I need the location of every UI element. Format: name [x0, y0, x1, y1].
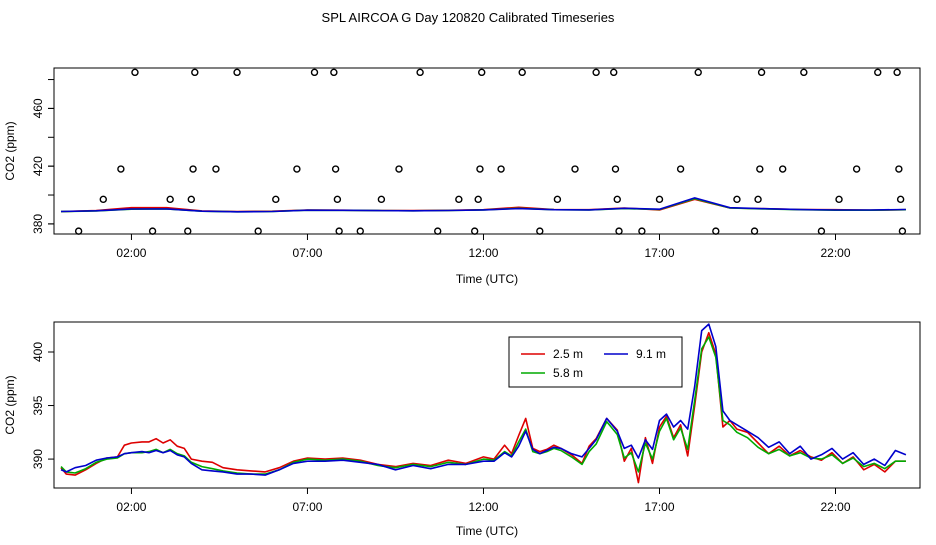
calibration-point: [356, 227, 364, 235]
calibration-point: [254, 227, 262, 235]
x-tick-label: 12:00: [468, 500, 498, 514]
calibration-point: [476, 165, 484, 173]
calibration-point: [187, 195, 195, 204]
calibration-point: [800, 68, 808, 77]
x-axis-label: Time (UTC): [456, 524, 518, 538]
series-line-25m: [60, 331, 906, 484]
legend-label: 9.1 m: [636, 347, 666, 361]
calibration-point: [611, 165, 620, 173]
y-tick-label: 420: [31, 156, 45, 176]
y-axis-label: CO2 (ppm): [3, 121, 17, 180]
calibration-point: [592, 68, 600, 77]
calibration-point: [779, 165, 787, 173]
calibration-point: [536, 227, 544, 235]
top-panel: 02:00 07:00 12:00 17:00 22:00 380 420 460 Time (…: [3, 67, 921, 286]
calibration-point: [416, 68, 424, 77]
calibration-point: [395, 165, 403, 173]
calibration-point: [898, 227, 907, 235]
calibration-point: [518, 68, 526, 77]
y-tick-label: 460: [31, 98, 45, 118]
legend: 2.5 m 5.8 m 9.1 m: [508, 336, 683, 388]
calibration-point: [655, 195, 664, 204]
plot-frame: [53, 67, 921, 235]
calibration-point: [335, 227, 343, 235]
calibration-point: [184, 227, 192, 235]
calibration-point: [330, 68, 338, 77]
calibration-point: [99, 195, 107, 204]
calibration-point: [191, 68, 199, 77]
calibration-point: [750, 227, 759, 235]
calibration-point: [553, 195, 562, 204]
calibration-point: [613, 195, 621, 204]
calibration-point: [733, 195, 741, 204]
legend-label: 2.5 m: [553, 347, 583, 361]
x-tick-label: 02:00: [116, 246, 146, 260]
calibration-point: [757, 68, 766, 77]
calibration-point: [896, 195, 905, 204]
x-tick-label: 22:00: [820, 246, 850, 260]
calibration-point: [74, 227, 83, 235]
calibration-point: [712, 227, 720, 235]
series-line-91m: [60, 323, 907, 476]
x-tick-label: 07:00: [292, 500, 322, 514]
calibration-point: [895, 165, 903, 173]
calibration-point: [852, 165, 861, 173]
calibration-point: [148, 227, 157, 235]
calibration-point: [117, 165, 125, 173]
calibration-point: [497, 165, 505, 173]
calibration-point: [817, 227, 826, 235]
chart-title: SPL AIRCOA G Day 120820 Calibrated Times…: [322, 10, 615, 25]
calibration-point: [310, 68, 319, 77]
calibration-point: [434, 227, 442, 235]
series-line-91m: [60, 197, 906, 213]
legend-frame: [508, 336, 683, 388]
calibration-point: [272, 195, 280, 204]
plot-frame: [53, 321, 921, 489]
calibration-point: [233, 68, 241, 77]
y-tick-label: 390: [31, 449, 45, 469]
x-tick-label: 02:00: [116, 500, 146, 514]
calibration-point: [835, 195, 843, 204]
x-tick-label: 17:00: [644, 246, 674, 260]
x-tick-label: 07:00: [292, 246, 322, 260]
calibration-point: [293, 165, 301, 173]
calibration-point: [212, 165, 220, 173]
calibration-point: [478, 68, 486, 77]
y-tick-label: 400: [31, 342, 45, 362]
legend-label: 5.8 m: [553, 366, 583, 380]
calibration-point: [893, 68, 901, 77]
calibration-point: [756, 165, 764, 173]
y-axis-label: CO2 (ppm): [3, 375, 17, 434]
calibration-point: [166, 195, 174, 204]
calibration-point: [331, 165, 340, 173]
calibration-point: [333, 195, 342, 204]
calibration-point: [189, 165, 197, 173]
y-tick-label: 395: [31, 395, 45, 415]
calibration-point: [377, 195, 386, 204]
calibration-point: [610, 68, 618, 77]
calibration-point: [874, 68, 882, 77]
x-tick-label: 22:00: [820, 500, 850, 514]
calibration-point: [470, 227, 479, 235]
calibration-point: [455, 195, 463, 204]
x-tick-label: 17:00: [644, 500, 674, 514]
calibration-point: [676, 165, 685, 173]
calibration-point: [131, 68, 139, 77]
bottom-panel: 02:00 07:00 12:00 17:00 22:00 390 395 400 Time (…: [3, 321, 921, 538]
x-tick-label: 12:00: [468, 246, 498, 260]
calibration-point: [571, 165, 579, 173]
calibration-point: [638, 227, 646, 235]
calibration-point: [754, 195, 762, 204]
y-tick-label: 380: [31, 214, 45, 234]
calibration-point: [615, 227, 623, 235]
calibration-point: [694, 68, 702, 77]
x-axis-label: Time (UTC): [456, 272, 518, 286]
calibration-point: [474, 195, 482, 204]
